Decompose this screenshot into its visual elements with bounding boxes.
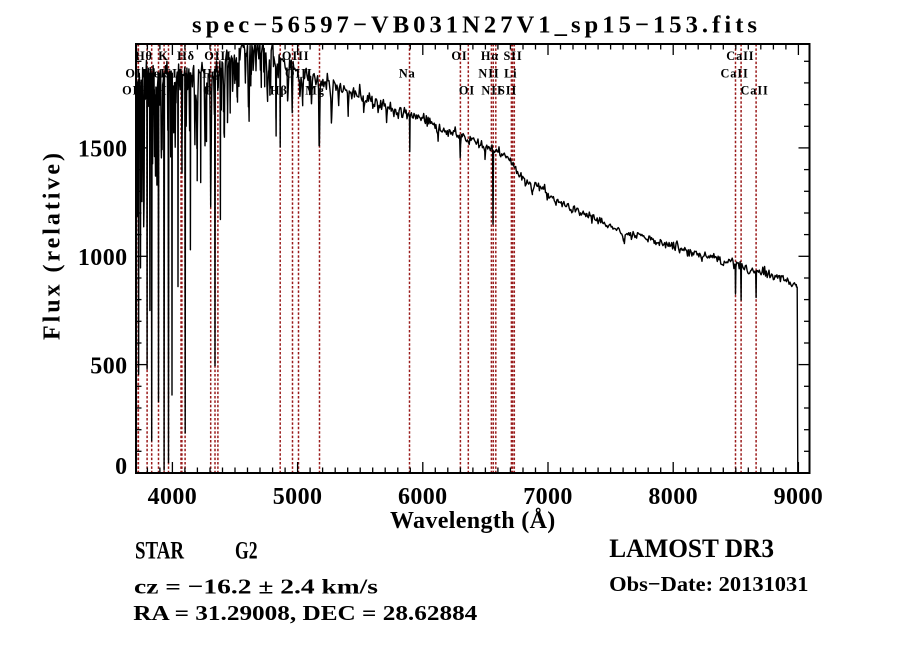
svg-text:SII: SII [498, 83, 517, 97]
svg-text:cz = −16.2 ± 2.4 km/s: cz = −16.2 ± 2.4 km/s [134, 575, 378, 599]
svg-text:CaII: CaII [726, 49, 754, 63]
svg-text:Mg: Mg [305, 83, 325, 97]
svg-text:SII: SII [164, 66, 183, 80]
svg-text:OII: OII [125, 66, 147, 80]
svg-text:Obs−Date: 20131031: Obs−Date: 20131031 [609, 572, 808, 596]
svg-text:K: K [158, 49, 168, 63]
svg-text:HeI: HeI [143, 66, 166, 80]
svg-text:9000: 9000 [774, 484, 824, 510]
svg-text:Li: Li [504, 66, 517, 80]
svg-text:1500: 1500 [78, 137, 128, 163]
svg-text:Flux (relative): Flux (relative) [40, 153, 66, 340]
svg-text:CaII: CaII [720, 66, 748, 80]
svg-text:500: 500 [90, 353, 127, 379]
svg-text:spec−56597−VB031N27V1_sp15−153: spec−56597−VB031N27V1_sp15−153.fits [192, 12, 757, 39]
svg-text:1000: 1000 [78, 245, 128, 271]
svg-text:7000: 7000 [523, 484, 573, 510]
svg-text:Hγ: Hγ [202, 66, 219, 80]
svg-text:CaII: CaII [740, 83, 768, 97]
svg-text:8000: 8000 [648, 484, 698, 510]
svg-text:Hη: Hη [138, 83, 156, 97]
svg-text:6000: 6000 [398, 484, 448, 510]
svg-text:OI: OI [451, 49, 467, 63]
svg-text:G: G [203, 83, 213, 97]
svg-text:Hθ: Hθ [135, 49, 153, 63]
svg-text:Na: Na [399, 66, 416, 80]
svg-text:OIII: OIII [285, 66, 313, 80]
svg-text:SII: SII [503, 49, 522, 63]
svg-text:H: H [157, 83, 167, 97]
svg-text:OII: OII [122, 83, 144, 97]
svg-text:Hα: Hα [481, 49, 499, 63]
svg-text:Wavelength (Å): Wavelength (Å) [390, 508, 555, 534]
svg-text:OIII: OIII [204, 49, 232, 63]
svg-text:4000: 4000 [148, 484, 198, 510]
svg-text:Hδ: Hδ [177, 49, 195, 63]
svg-text:G2: G2 [235, 536, 258, 565]
svg-text:LAMOST DR3: LAMOST DR3 [609, 534, 774, 563]
svg-text:NII: NII [478, 66, 499, 80]
svg-text:NII: NII [481, 83, 502, 97]
svg-text:OI: OI [459, 83, 475, 97]
svg-text:STAR: STAR [135, 536, 184, 565]
svg-text:RA = 31.29008, DEC = 28.6288: RA = 31.29008, DEC = 28.62884 [133, 601, 477, 625]
svg-text:Hβ: Hβ [270, 83, 288, 97]
svg-text:OIII: OIII [282, 49, 310, 63]
svg-text:0: 0 [115, 454, 127, 480]
svg-text:5000: 5000 [273, 484, 323, 510]
